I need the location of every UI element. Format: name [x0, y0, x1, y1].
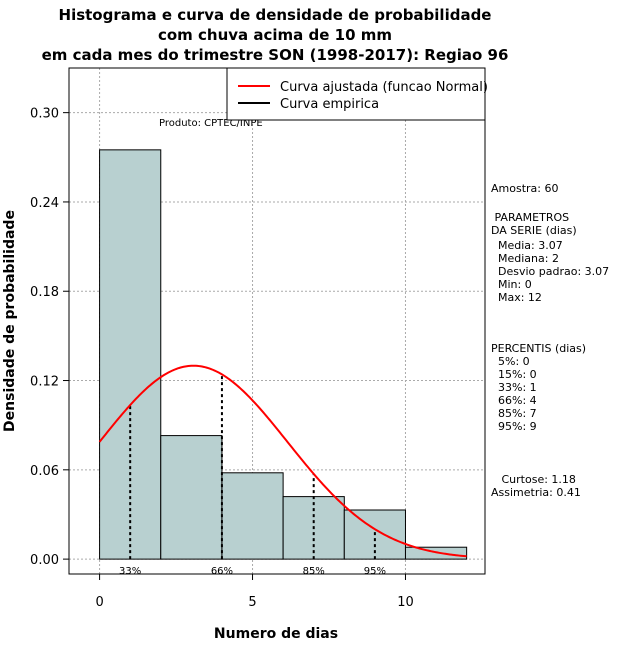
percentiles-values: 5%: 0 15%: 0 33%: 1 66%: 4 85%: 7 95%: 9: [497, 355, 537, 433]
x-tick-label: 5: [248, 595, 256, 610]
chart-title-line: Histograma e curva de densidade de proba…: [59, 6, 492, 24]
percentile-label: 33%: [119, 566, 141, 577]
x-axis-label: Numero de dias: [214, 626, 338, 642]
y-tick-label: 0.12: [30, 375, 59, 390]
sample-size: Amostra: 60: [491, 182, 559, 195]
y-tick-label: 0.24: [30, 196, 59, 211]
legend-box: [226, 67, 486, 121]
normal-curve: [98, 364, 467, 558]
percentile-label: 95%: [364, 566, 386, 577]
parameters-title: PARAMETROS DA SERIE (dias): [491, 211, 577, 237]
y-axis-label: Densidade de probabilidade: [2, 210, 18, 432]
legend-label-normal: Curva ajustada (funcao Normal): [280, 80, 488, 95]
chart-title-line: com chuva acima de 10 mm: [158, 26, 392, 44]
x-tick-label: 10: [397, 595, 414, 610]
y-tick-label: 0.06: [30, 464, 59, 479]
percentiles-title: PERCENTIS (dias): [491, 342, 587, 355]
chart-title-line: em cada mes do trimestre SON (1998-2017)…: [42, 46, 509, 64]
product-credit: Produto: CPTEC/INPE: [159, 118, 263, 129]
parameters-values: Media: 3.07 Mediana: 2 Desvio padrao: 3.…: [497, 239, 610, 304]
shape-statistics: Curtose: 1.18 Assimetria: 0.41: [491, 473, 581, 499]
percentile-label: 66%: [211, 566, 233, 577]
histogram-bar: [221, 472, 284, 560]
histogram-bar: [160, 435, 223, 560]
x-tick-label: 0: [95, 595, 103, 610]
legend-label-empirical: Curva empirica: [280, 97, 379, 112]
y-tick-label: 0.00: [30, 553, 59, 568]
percentile-label: 85%: [303, 566, 325, 577]
y-tick-label: 0.30: [30, 107, 59, 122]
y-tick-label: 0.18: [30, 285, 59, 300]
